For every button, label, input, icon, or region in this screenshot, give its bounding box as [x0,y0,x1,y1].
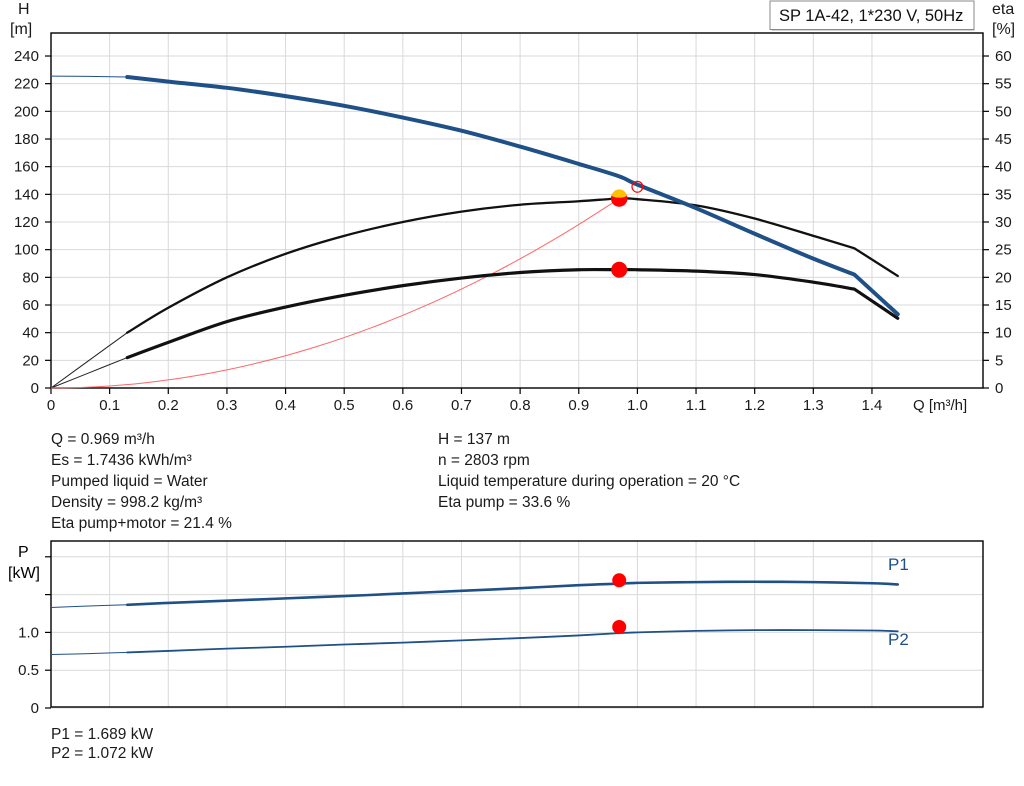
svg-text:0.3: 0.3 [216,397,237,414]
svg-text:0: 0 [47,397,55,414]
svg-text:60: 60 [995,48,1012,65]
svg-text:200: 200 [14,103,39,120]
svg-text:35: 35 [995,186,1012,203]
svg-text:240: 240 [14,48,39,65]
svg-text:0.1: 0.1 [99,397,120,414]
svg-text:15: 15 [995,297,1012,314]
svg-text:0.4: 0.4 [275,397,296,414]
svg-text:0.5: 0.5 [334,397,355,414]
svg-text:160: 160 [14,159,39,176]
svg-text:1.0: 1.0 [18,624,39,641]
svg-text:Pumped liquid = Water: Pumped liquid = Water [51,473,208,490]
svg-text:20: 20 [22,352,39,369]
svg-text:80: 80 [22,269,39,286]
svg-text:140: 140 [14,186,39,203]
svg-text:[%]: [%] [992,21,1015,38]
svg-text:5: 5 [995,352,1003,369]
svg-text:50: 50 [995,103,1012,120]
svg-text:220: 220 [14,76,39,93]
svg-text:0.9: 0.9 [568,397,589,414]
svg-text:1.4: 1.4 [862,397,883,414]
svg-text:Eta pump+motor = 21.4 %: Eta pump+motor = 21.4 % [51,515,232,532]
svg-text:1.0: 1.0 [627,397,648,414]
svg-text:10: 10 [995,325,1012,342]
svg-text:Q [m³/h]: Q [m³/h] [913,397,967,414]
svg-text:n = 2803 rpm: n = 2803 rpm [438,452,530,469]
svg-text:40: 40 [22,325,39,342]
svg-text:1.2: 1.2 [744,397,765,414]
svg-text:eta: eta [992,1,1014,18]
svg-text:H: H [18,1,30,18]
svg-text:1.1: 1.1 [686,397,707,414]
svg-text:0.6: 0.6 [392,397,413,414]
svg-text:60: 60 [22,297,39,314]
svg-text:0.2: 0.2 [158,397,179,414]
svg-text:Liquid temperature during oper: Liquid temperature during operation = 20… [438,473,740,490]
svg-text:P2: P2 [888,630,909,649]
svg-text:P1 = 1.689 kW: P1 = 1.689 kW [51,726,153,743]
svg-text:40: 40 [995,159,1012,176]
svg-text:P1: P1 [888,555,909,574]
svg-text:0.7: 0.7 [451,397,472,414]
svg-text:45: 45 [995,131,1012,148]
svg-text:P: P [18,544,29,561]
svg-text:Eta pump = 33.6 %: Eta pump = 33.6 % [438,494,570,511]
svg-text:Q = 0.969 m³/h: Q = 0.969 m³/h [51,431,155,448]
svg-text:0.5: 0.5 [18,662,39,679]
svg-text:120: 120 [14,214,39,231]
svg-text:[kW]: [kW] [8,565,40,582]
svg-text:[m]: [m] [10,21,32,38]
svg-text:0: 0 [31,380,39,397]
svg-text:20: 20 [995,269,1012,286]
svg-text:SP 1A-42, 1*230 V, 50Hz: SP 1A-42, 1*230 V, 50Hz [779,7,963,25]
svg-text:Density = 998.2 kg/m³: Density = 998.2 kg/m³ [51,494,202,511]
svg-text:25: 25 [995,242,1012,259]
svg-text:0: 0 [31,700,39,717]
svg-text:0.8: 0.8 [510,397,531,414]
svg-text:Es = 1.7436 kWh/m³: Es = 1.7436 kWh/m³ [51,452,192,469]
svg-text:P2 = 1.072 kW: P2 = 1.072 kW [51,745,153,762]
svg-text:180: 180 [14,131,39,148]
svg-text:55: 55 [995,76,1012,93]
svg-text:1.3: 1.3 [803,397,824,414]
svg-text:100: 100 [14,242,39,259]
svg-text:30: 30 [995,214,1012,231]
svg-text:0: 0 [995,380,1003,397]
svg-text:H = 137 m: H = 137 m [438,431,510,448]
